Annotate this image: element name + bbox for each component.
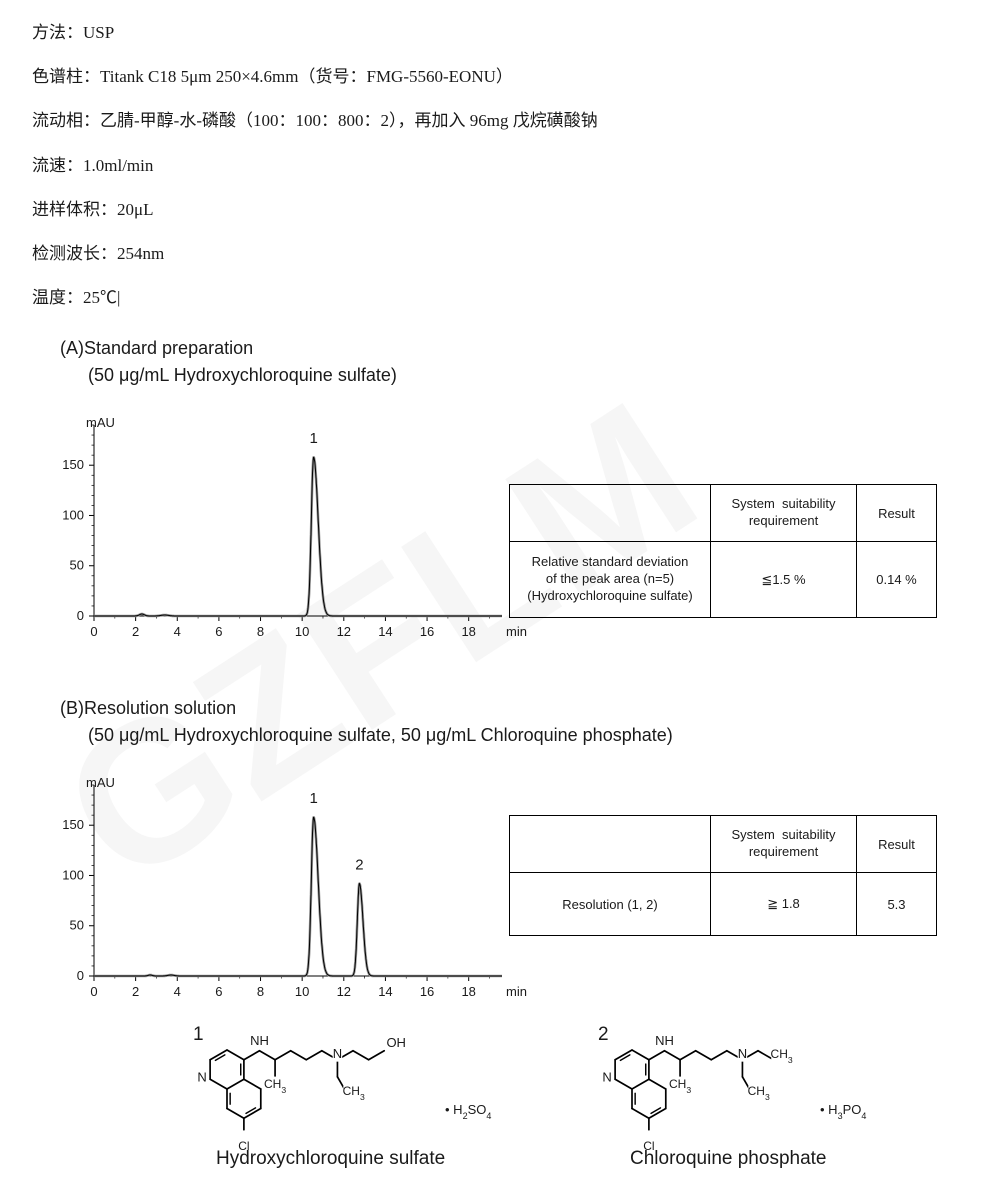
svg-text:2: 2	[355, 857, 363, 874]
svg-text:2: 2	[132, 984, 139, 999]
svg-text:N: N	[738, 1046, 747, 1061]
svg-text:• H2SO4: • H2SO4	[445, 1102, 491, 1121]
svg-text:mAU: mAU	[86, 415, 115, 430]
svg-text:min: min	[506, 984, 527, 999]
svg-text:8: 8	[257, 624, 264, 639]
svg-text:150: 150	[62, 817, 84, 832]
svg-text:1: 1	[309, 430, 317, 447]
svg-text:14: 14	[378, 984, 392, 999]
svg-text:10: 10	[295, 984, 309, 999]
svg-text:12: 12	[337, 984, 351, 999]
svg-text:12: 12	[337, 624, 351, 639]
svg-text:mAU: mAU	[86, 775, 115, 790]
svg-text:6: 6	[215, 984, 222, 999]
svg-text:4: 4	[174, 984, 181, 999]
svg-text:2: 2	[598, 1024, 609, 1045]
svg-text:100: 100	[62, 867, 84, 882]
svg-text:N: N	[602, 1069, 611, 1084]
svg-text:150: 150	[62, 457, 84, 472]
svg-text:2: 2	[132, 624, 139, 639]
svg-text:N: N	[197, 1069, 206, 1084]
svg-text:NH: NH	[250, 1033, 269, 1048]
svg-text:0: 0	[77, 968, 84, 983]
svg-text:4: 4	[174, 624, 181, 639]
svg-text:min: min	[506, 624, 527, 639]
svg-text:18: 18	[461, 984, 475, 999]
svg-text:1: 1	[309, 790, 317, 807]
svg-text:100: 100	[62, 507, 84, 522]
svg-text:8: 8	[257, 984, 264, 999]
svg-text:16: 16	[420, 984, 434, 999]
svg-text:10: 10	[295, 624, 309, 639]
svg-text:1: 1	[193, 1024, 204, 1045]
svg-text:• H3PO4: • H3PO4	[820, 1102, 866, 1121]
svg-text:18: 18	[461, 624, 475, 639]
svg-text:NH: NH	[655, 1033, 674, 1048]
svg-text:0: 0	[90, 984, 97, 999]
svg-text:50: 50	[70, 918, 84, 933]
svg-text:6: 6	[215, 624, 222, 639]
svg-text:N: N	[333, 1046, 342, 1061]
svg-text:16: 16	[420, 624, 434, 639]
svg-text:0: 0	[77, 608, 84, 623]
svg-text:0: 0	[90, 624, 97, 639]
svg-text:OH: OH	[386, 1035, 406, 1050]
svg-text:14: 14	[378, 624, 392, 639]
svg-text:50: 50	[70, 558, 84, 573]
